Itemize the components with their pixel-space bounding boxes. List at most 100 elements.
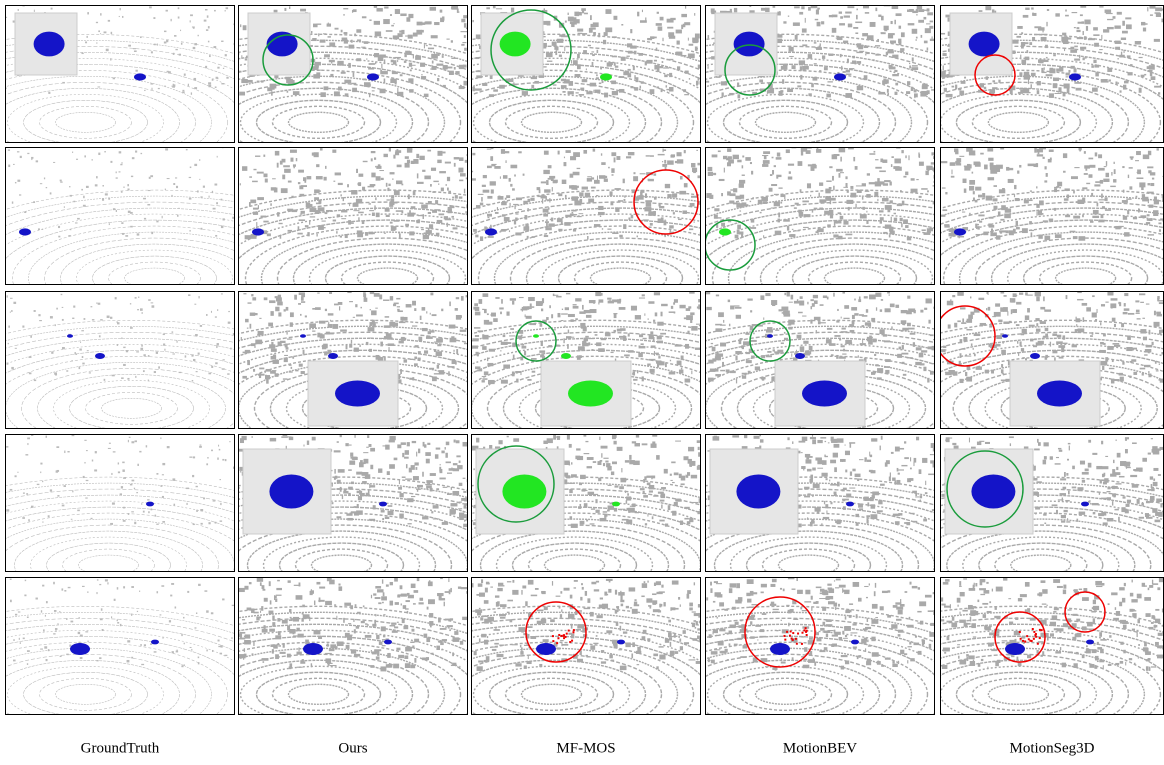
point-cluster <box>902 201 905 206</box>
point-cluster <box>761 355 765 358</box>
point-cluster <box>573 152 580 157</box>
point-cluster <box>743 341 750 345</box>
point-cluster <box>659 520 664 522</box>
point-cluster <box>1086 26 1088 31</box>
point-cluster <box>720 370 725 371</box>
point-cluster <box>633 176 638 181</box>
point-cluster <box>918 152 919 157</box>
point-cluster <box>829 343 835 346</box>
point-cluster <box>1095 319 1097 321</box>
point-cluster <box>1079 512 1086 515</box>
point-cluster <box>1025 198 1027 200</box>
point-cluster <box>544 151 549 155</box>
point-cluster <box>599 299 604 302</box>
point-cluster <box>438 53 440 56</box>
point-cluster <box>573 17 577 20</box>
point-cluster <box>1052 333 1057 335</box>
point-cluster <box>329 60 335 62</box>
point-cluster <box>62 347 65 349</box>
point-cluster <box>452 491 459 496</box>
point-cluster <box>611 81 616 85</box>
point-cluster <box>1002 373 1005 374</box>
point-cluster <box>595 90 601 93</box>
point-cluster <box>390 79 396 83</box>
point-cluster <box>1146 222 1150 224</box>
point-cluster <box>121 338 123 339</box>
point-cluster <box>898 473 900 475</box>
point-cluster <box>847 6 854 8</box>
point-cluster <box>443 85 446 88</box>
point-cluster <box>580 475 586 479</box>
point-cluster <box>742 373 747 375</box>
point-cluster <box>240 471 241 472</box>
point-cluster <box>889 477 891 482</box>
point-cluster <box>515 232 521 235</box>
point-cluster <box>855 166 858 170</box>
point-cluster <box>1074 46 1078 48</box>
point-cluster <box>940 215 945 217</box>
point-cluster <box>735 356 737 361</box>
point-cluster <box>416 30 422 35</box>
point-cluster <box>394 57 401 58</box>
point-cluster <box>394 220 400 222</box>
point-cluster <box>630 86 633 88</box>
point-cluster <box>1130 64 1132 66</box>
point-cluster <box>422 328 428 331</box>
point-cluster <box>421 76 426 79</box>
point-cluster <box>765 293 770 296</box>
point-cluster <box>1114 226 1116 228</box>
point-cluster <box>284 355 288 356</box>
point-cluster <box>855 514 859 517</box>
point-cluster <box>284 169 291 173</box>
point-cluster <box>587 236 588 240</box>
point-cluster <box>189 177 191 178</box>
point-cluster <box>378 164 381 166</box>
point-cluster <box>386 30 393 32</box>
point-cluster <box>506 195 510 198</box>
point-cluster <box>7 295 8 297</box>
point-cluster <box>903 374 907 376</box>
point-cluster <box>1086 307 1091 311</box>
point-cluster <box>1067 88 1070 93</box>
point-cluster <box>830 502 832 504</box>
point-cluster <box>166 40 168 42</box>
point-cluster <box>1063 343 1068 344</box>
point-cluster <box>1140 368 1146 370</box>
point-cluster <box>322 346 326 349</box>
point-cluster <box>557 39 564 43</box>
point-cluster <box>77 218 80 220</box>
point-cluster <box>212 191 213 193</box>
point-cluster <box>108 198 110 200</box>
point-cluster <box>476 34 481 38</box>
point-cluster <box>842 489 845 491</box>
point-cluster <box>835 521 841 523</box>
point-cluster <box>1154 322 1160 327</box>
point-cluster <box>1063 41 1069 44</box>
point-cluster <box>861 51 865 52</box>
point-cluster <box>491 164 496 165</box>
point-cluster <box>727 148 731 152</box>
zoom-object <box>500 32 531 57</box>
point-cluster <box>1073 216 1080 219</box>
point-cluster <box>567 344 569 349</box>
point-cluster <box>299 364 303 367</box>
point-cluster <box>1054 208 1056 211</box>
point-cluster <box>250 75 252 77</box>
point-cluster <box>534 81 539 84</box>
point-cluster <box>385 208 390 212</box>
point-cluster <box>1146 304 1150 305</box>
point-cluster <box>841 328 845 330</box>
point-cluster <box>455 308 458 311</box>
point-cluster <box>1072 466 1075 470</box>
point-cluster <box>432 314 437 316</box>
point-cluster <box>925 28 931 33</box>
point-cluster <box>345 443 348 446</box>
point-cluster <box>919 9 924 12</box>
point-cluster <box>762 155 768 156</box>
point-cluster <box>846 452 849 455</box>
point-cluster <box>852 321 855 325</box>
point-cluster <box>685 344 689 349</box>
point-cluster <box>372 323 375 327</box>
point-cluster <box>56 308 58 310</box>
point-cluster <box>228 322 231 324</box>
